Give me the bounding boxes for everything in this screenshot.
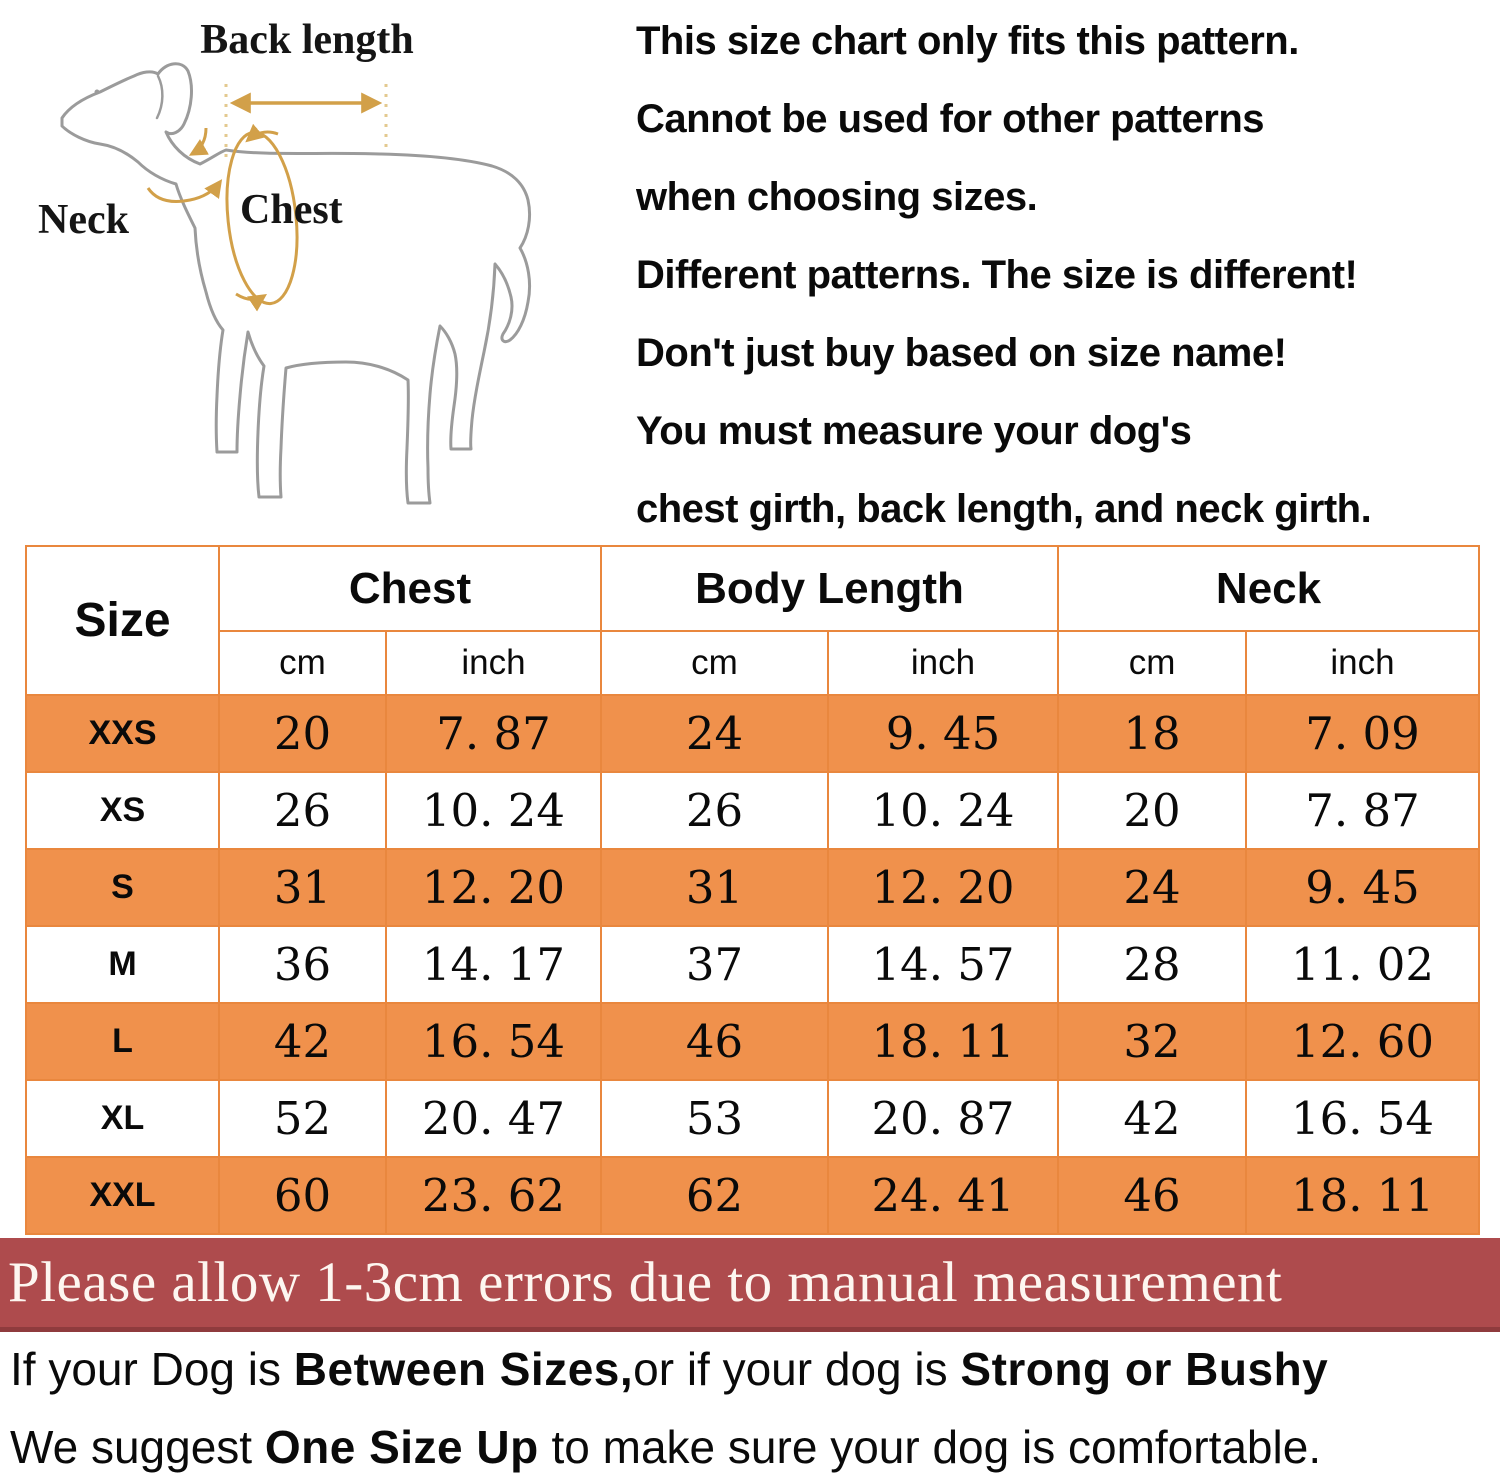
neck-girth-arrow-icon <box>146 127 223 203</box>
dog-measurement-diagram: Back length Neck Chest <box>0 0 632 540</box>
notice-line: This size chart only fits this pattern. <box>636 19 1299 63</box>
unit-header: inch <box>826 630 1060 696</box>
measurement-error-banner: Please allow 1-3cm errors due to manual … <box>0 1238 1500 1332</box>
size-cell: XXS <box>25 694 220 773</box>
value-cell: 20. 87 <box>826 1079 1060 1158</box>
value-cell: 31 <box>600 848 829 927</box>
footer-text-bold: Strong or Bushy <box>960 1343 1329 1395</box>
value-cell: 32 <box>1057 1002 1248 1081</box>
value-cell: 62 <box>600 1156 829 1235</box>
value-cell: 14. 57 <box>826 925 1060 1004</box>
back-length-label: Back length <box>200 17 414 63</box>
notice-line: when choosing sizes. <box>636 175 1038 219</box>
size-cell: XXL <box>25 1156 220 1235</box>
notice-line: Different patterns. The size is differen… <box>636 253 1358 297</box>
size-column-header: Size <box>25 545 220 696</box>
value-cell: 18 <box>1057 694 1248 773</box>
table-row-xs: XS 26 10. 24 26 10. 24 20 7. 87 <box>25 771 1481 850</box>
table-row-m: M 36 14. 17 37 14. 57 28 11. 02 <box>25 925 1481 1004</box>
value-cell: 20. 47 <box>385 1079 602 1158</box>
value-cell: 7. 09 <box>1245 694 1481 773</box>
unit-header: cm <box>1057 630 1248 696</box>
neck-label: Neck <box>38 197 129 243</box>
value-cell: 12. 20 <box>826 848 1060 927</box>
notice-line: Cannot be used for other patterns <box>636 97 1265 141</box>
size-cell: XL <box>25 1079 220 1158</box>
value-cell: 12. 60 <box>1245 1002 1481 1081</box>
value-cell: 18. 11 <box>826 1002 1060 1081</box>
size-cell: L <box>25 1002 220 1081</box>
value-cell: 46 <box>600 1002 829 1081</box>
notice-line: Don't just buy based on size name! <box>636 331 1287 375</box>
value-cell: 7. 87 <box>1245 771 1481 850</box>
value-cell: 60 <box>218 1156 387 1235</box>
value-cell: 16. 54 <box>1245 1079 1481 1158</box>
table-row-xxl: XXL 60 23. 62 62 24. 41 46 18. 11 <box>25 1156 1481 1235</box>
value-cell: 52 <box>218 1079 387 1158</box>
sizing-notice: This size chart only fits this pattern. … <box>636 2 1500 540</box>
size-cell: XS <box>25 771 220 850</box>
footer-note-between-sizes: If your Dog is Between Sizes,or if your … <box>10 1342 1500 1396</box>
value-cell: 24 <box>600 694 829 773</box>
notice-line: You must measure your dog's <box>636 409 1192 453</box>
value-cell: 7. 87 <box>385 694 602 773</box>
chest-group-header: Chest <box>218 545 602 632</box>
size-cell: S <box>25 848 220 927</box>
notice-line: chest girth, back length, and neck girth… <box>636 487 1372 531</box>
value-cell: 23. 62 <box>385 1156 602 1235</box>
value-cell: 9. 45 <box>1245 848 1481 927</box>
size-chart-table: Size Chest Body Length Neck cm inch cm i… <box>25 545 1481 1235</box>
value-cell: 37 <box>600 925 829 1004</box>
value-cell: 9. 45 <box>826 694 1060 773</box>
footer-text: We suggest <box>10 1421 265 1473</box>
table-row-xl: XL 52 20. 47 53 20. 87 42 16. 54 <box>25 1079 1481 1158</box>
footer-note-size-up: We suggest One Size Up to make sure your… <box>10 1420 1500 1474</box>
back-length-arrow-icon <box>224 84 388 158</box>
chest-girth-arrow-icon <box>225 123 299 312</box>
table-row-l: L 42 16. 54 46 18. 11 32 12. 60 <box>25 1002 1481 1081</box>
footer-text: to make sure your dog is comfortable. <box>538 1421 1322 1473</box>
table-row-xxs: XXS 20 7. 87 24 9. 45 18 7. 09 <box>25 694 1481 773</box>
value-cell: 24. 41 <box>826 1156 1060 1235</box>
value-cell: 26 <box>218 771 387 850</box>
dog-outline-icon <box>60 62 532 505</box>
unit-header: cm <box>218 630 387 696</box>
chest-label: Chest <box>240 187 343 233</box>
value-cell: 36 <box>218 925 387 1004</box>
unit-header: inch <box>1245 630 1481 696</box>
value-cell: 42 <box>218 1002 387 1081</box>
value-cell: 10. 24 <box>826 771 1060 850</box>
banner-text: Please allow 1-3cm errors due to manual … <box>8 1251 1283 1314</box>
value-cell: 46 <box>1057 1156 1248 1235</box>
footer-text-bold: One Size Up <box>264 1421 539 1473</box>
value-cell: 26 <box>600 771 829 850</box>
size-cell: M <box>25 925 220 1004</box>
value-cell: 11. 02 <box>1245 925 1481 1004</box>
value-cell: 12. 20 <box>385 848 602 927</box>
body-length-group-header: Body Length <box>599 545 1060 632</box>
unit-header: inch <box>385 630 602 696</box>
value-cell: 42 <box>1057 1079 1248 1158</box>
neck-group-header: Neck <box>1057 545 1481 632</box>
footer-text: or if your dog is <box>633 1343 961 1395</box>
value-cell: 20 <box>218 694 387 773</box>
footer-text: If your Dog is <box>10 1343 294 1395</box>
value-cell: 18. 11 <box>1245 1156 1481 1235</box>
unit-header: cm <box>600 630 829 696</box>
value-cell: 53 <box>600 1079 829 1158</box>
table-row-s: S 31 12. 20 31 12. 20 24 9. 45 <box>25 848 1481 927</box>
value-cell: 14. 17 <box>385 925 602 1004</box>
footer-text-bold: Between Sizes, <box>293 1343 634 1395</box>
value-cell: 20 <box>1057 771 1248 850</box>
value-cell: 31 <box>218 848 387 927</box>
value-cell: 28 <box>1057 925 1248 1004</box>
value-cell: 10. 24 <box>385 771 602 850</box>
value-cell: 16. 54 <box>385 1002 602 1081</box>
value-cell: 24 <box>1057 848 1248 927</box>
